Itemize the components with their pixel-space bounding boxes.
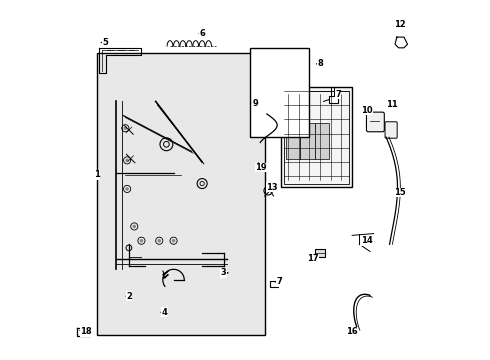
FancyBboxPatch shape: [367, 112, 384, 132]
Bar: [300, 123, 315, 158]
Circle shape: [132, 225, 136, 228]
Text: 10: 10: [361, 106, 372, 115]
Circle shape: [125, 187, 129, 191]
Text: 3: 3: [220, 268, 226, 277]
Text: 19: 19: [255, 163, 267, 172]
Text: 12: 12: [394, 20, 406, 29]
Circle shape: [172, 239, 175, 243]
Bar: [281, 87, 352, 187]
Text: 8: 8: [317, 59, 323, 68]
Circle shape: [140, 239, 143, 243]
Text: 4: 4: [162, 308, 168, 317]
Bar: [250, 48, 309, 137]
Text: 7: 7: [276, 277, 282, 286]
Text: 16: 16: [346, 327, 358, 336]
Bar: [315, 249, 325, 257]
Bar: [284, 91, 348, 184]
Bar: [265, 113, 273, 119]
Text: 14: 14: [361, 236, 372, 245]
Text: 1: 1: [94, 170, 99, 179]
Circle shape: [157, 239, 161, 243]
Circle shape: [125, 158, 129, 162]
Text: 13: 13: [266, 183, 278, 192]
Text: 15: 15: [394, 188, 406, 197]
Bar: [270, 282, 278, 287]
Bar: [329, 96, 338, 103]
Text: 7: 7: [335, 90, 341, 99]
Text: 11: 11: [386, 100, 398, 109]
Text: 9: 9: [253, 99, 259, 108]
Circle shape: [123, 126, 127, 130]
FancyBboxPatch shape: [385, 122, 397, 138]
Bar: [286, 123, 300, 158]
Bar: [315, 123, 329, 158]
Text: 18: 18: [80, 327, 92, 336]
Text: 6: 6: [199, 29, 205, 38]
Bar: [97, 53, 265, 336]
Text: 5: 5: [103, 38, 109, 47]
Text: 2: 2: [126, 292, 132, 301]
Text: 17: 17: [307, 254, 318, 263]
